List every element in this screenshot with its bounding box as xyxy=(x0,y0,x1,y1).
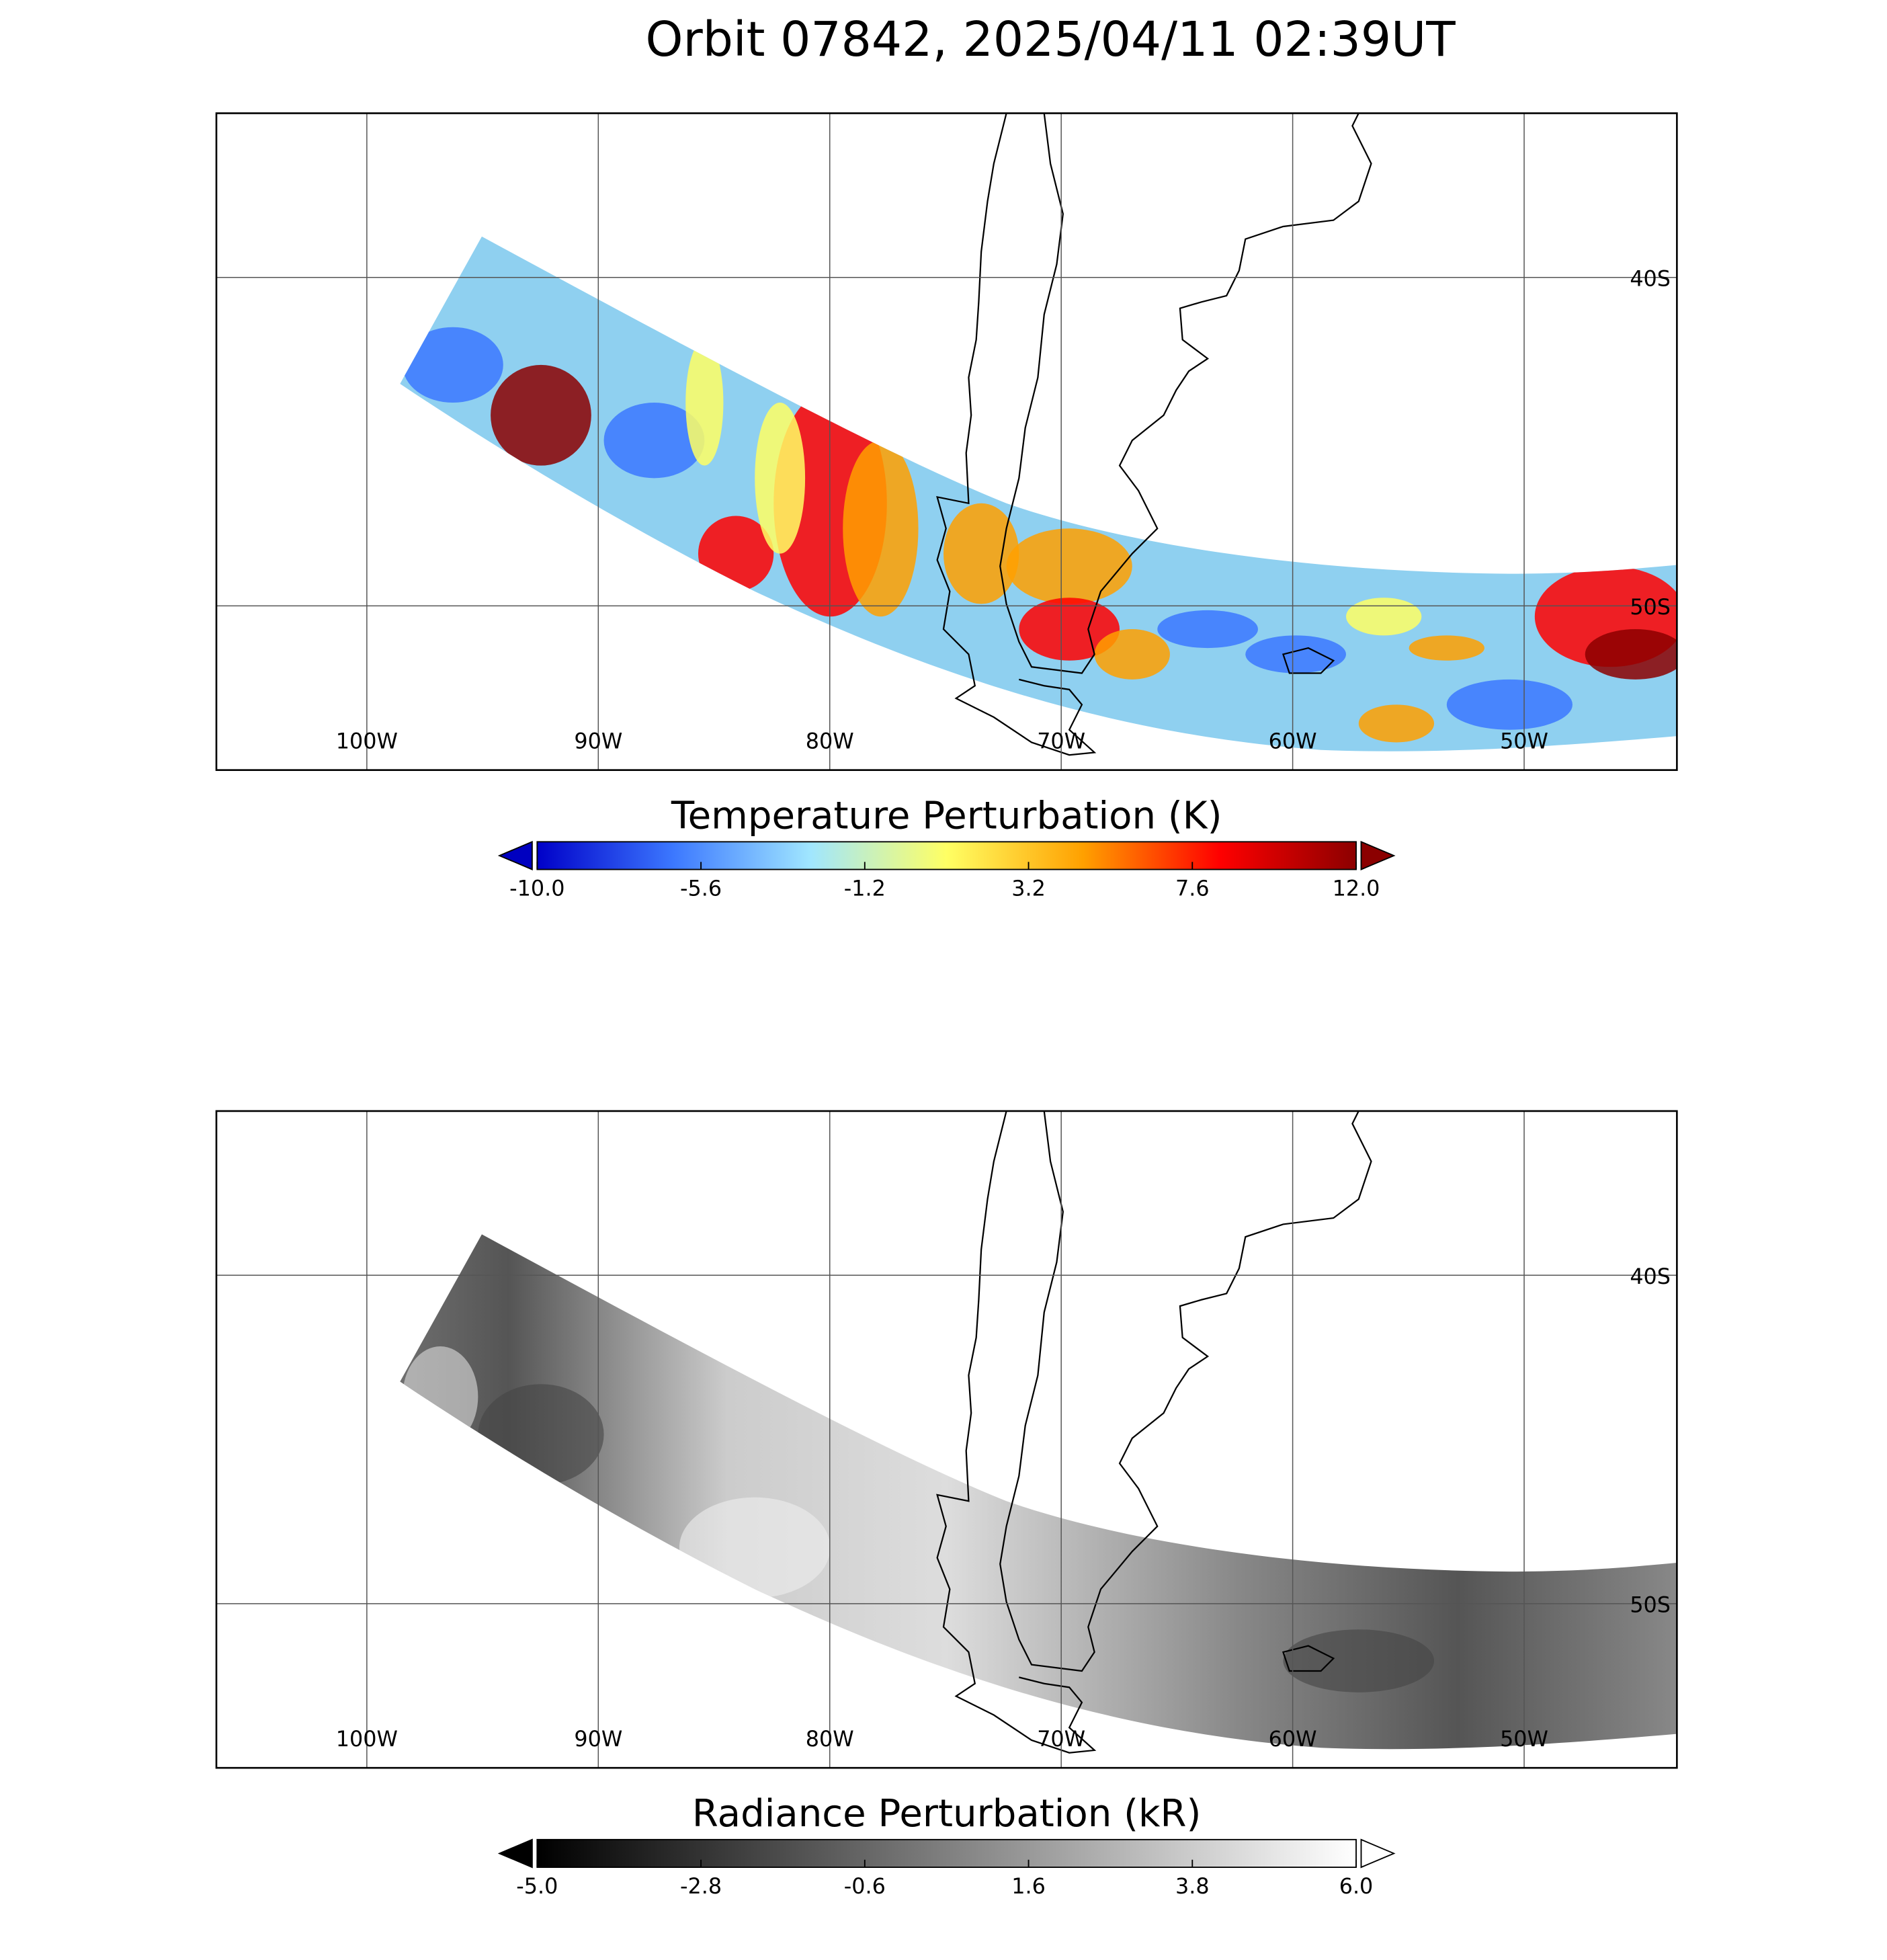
lon-label: 50W xyxy=(1500,1726,1548,1752)
map-panel xyxy=(216,113,1677,770)
coastline xyxy=(1282,1645,1335,1672)
colorbar-title: Temperature Perturbation (K) xyxy=(671,794,1222,838)
lon-label: 50W xyxy=(1500,728,1548,753)
lon-label: 70W xyxy=(1037,728,1085,753)
swath-feature xyxy=(685,339,724,466)
map-frame xyxy=(215,112,1678,771)
swath-feature xyxy=(1358,704,1435,743)
lat-label: 50S xyxy=(1630,594,1671,620)
map-panel xyxy=(216,1110,1677,1768)
lon-label: 70W xyxy=(1037,1726,1085,1752)
swath-feature xyxy=(1245,635,1347,673)
swath-feature xyxy=(1019,598,1120,661)
colorbar-tick-label: 7.6 xyxy=(1175,875,1210,901)
swath-feature xyxy=(1006,528,1132,604)
swath-feature xyxy=(1157,610,1258,649)
lat-label: 40S xyxy=(1630,1264,1671,1289)
coastline xyxy=(936,1110,1097,1754)
swath-feature xyxy=(944,503,1019,604)
colorbar-tick-label: -0.6 xyxy=(844,1873,886,1899)
colorbar-tick-label: 12.0 xyxy=(1333,875,1380,901)
map-frame xyxy=(215,1110,1678,1769)
lon-label: 100W xyxy=(336,728,398,753)
colorbar-tick-label: -10.0 xyxy=(509,875,564,901)
colorbar-tick-label: 3.8 xyxy=(1175,1873,1210,1899)
colorbar-tick-label: 3.2 xyxy=(1011,875,1046,901)
lon-label: 60W xyxy=(1269,728,1317,753)
coastline xyxy=(999,1110,1372,1672)
swath-feature xyxy=(1283,1629,1435,1692)
swath-feature xyxy=(491,364,591,466)
lon-label: 80W xyxy=(806,728,854,753)
swath-feature xyxy=(603,403,705,479)
colorbar-tick-label: -5.6 xyxy=(680,875,722,901)
colorbar-tick-label: -5.0 xyxy=(516,1873,558,1899)
colorbar-tick-label: -2.8 xyxy=(680,1873,722,1899)
colorbar-under xyxy=(497,840,533,870)
swath-feature xyxy=(403,327,503,403)
colorbar-over xyxy=(1360,840,1396,870)
colorbar-over xyxy=(1360,1838,1396,1869)
title: Orbit 07842, 2025/04/11 02:39UT xyxy=(646,11,1456,67)
lon-label: 80W xyxy=(806,1726,854,1752)
colorbar-under xyxy=(497,1838,533,1869)
swath-feature xyxy=(1409,635,1484,661)
swath-feature xyxy=(755,403,806,554)
colorbar-tick-label: 6.0 xyxy=(1339,1873,1374,1899)
coastline xyxy=(936,113,1097,756)
swath-feature xyxy=(1346,598,1422,636)
coastline xyxy=(999,113,1372,674)
lon-label: 60W xyxy=(1269,1726,1317,1752)
lat-label: 40S xyxy=(1630,266,1671,292)
colorbar-tick-label: 1.6 xyxy=(1011,1873,1046,1899)
lon-label: 100W xyxy=(336,1726,398,1752)
swath-feature xyxy=(1094,628,1170,680)
lat-label: 50S xyxy=(1630,1592,1671,1618)
colorbar xyxy=(536,841,1357,870)
swath-feature xyxy=(843,440,919,617)
colorbar-title: Radiance Perturbation (kR) xyxy=(692,1792,1202,1836)
lon-label: 90W xyxy=(574,1726,622,1752)
colorbar-tick-label: -1.2 xyxy=(844,875,886,901)
lon-label: 90W xyxy=(574,728,622,753)
swath-feature xyxy=(1585,628,1677,680)
colorbar xyxy=(536,1838,1357,1868)
swath-feature xyxy=(1446,679,1573,730)
coastline xyxy=(1282,647,1335,674)
